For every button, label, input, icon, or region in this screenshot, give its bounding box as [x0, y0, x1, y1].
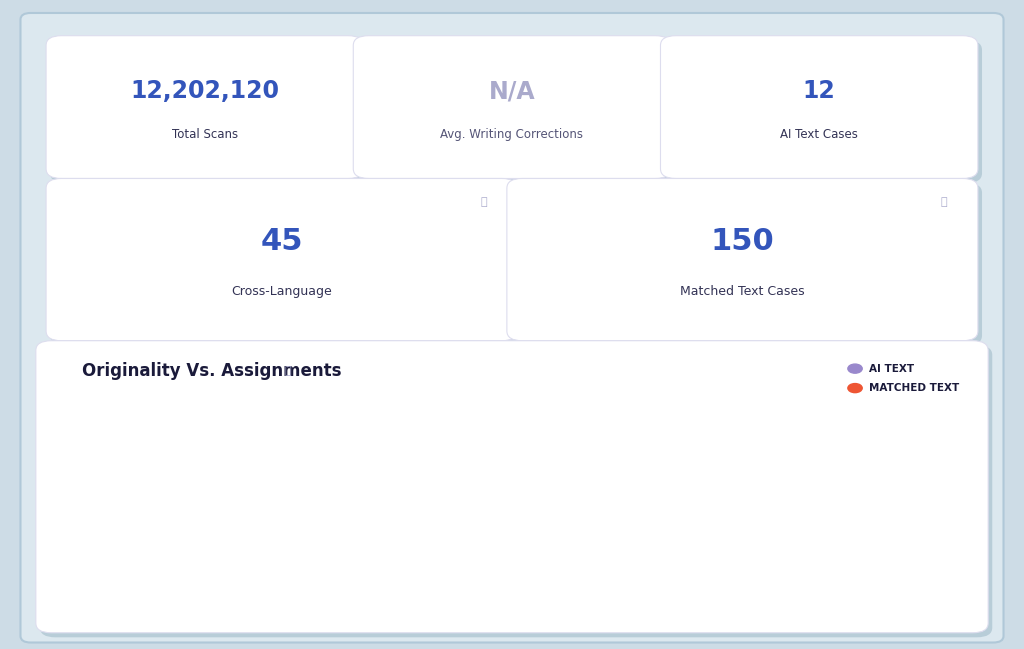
- Text: SUBMISSIONS: SUBMISSIONS: [58, 459, 69, 531]
- Text: Total Scans: Total Scans: [172, 128, 238, 141]
- Text: 12,202,120: 12,202,120: [130, 79, 280, 103]
- Text: AI TEXT: AI TEXT: [869, 363, 914, 374]
- Text: 150: 150: [711, 227, 774, 256]
- Text: ⓘ: ⓘ: [480, 197, 486, 208]
- Text: 12: 12: [803, 79, 836, 103]
- Text: Originality Vs. Assignments: Originality Vs. Assignments: [82, 362, 341, 380]
- Text: ⓘ: ⓘ: [941, 197, 947, 208]
- Text: Avg. Writing Corrections: Avg. Writing Corrections: [440, 128, 584, 141]
- Text: 45: 45: [260, 227, 303, 256]
- Text: MATCHED TEXT: MATCHED TEXT: [869, 383, 959, 393]
- Text: Cross-Language: Cross-Language: [231, 284, 332, 297]
- Text: AI Text Cases: AI Text Cases: [780, 128, 858, 141]
- Text: N/A: N/A: [488, 79, 536, 103]
- Text: Matched Text Cases: Matched Text Cases: [680, 284, 805, 297]
- Text: ⓘ: ⓘ: [285, 366, 291, 376]
